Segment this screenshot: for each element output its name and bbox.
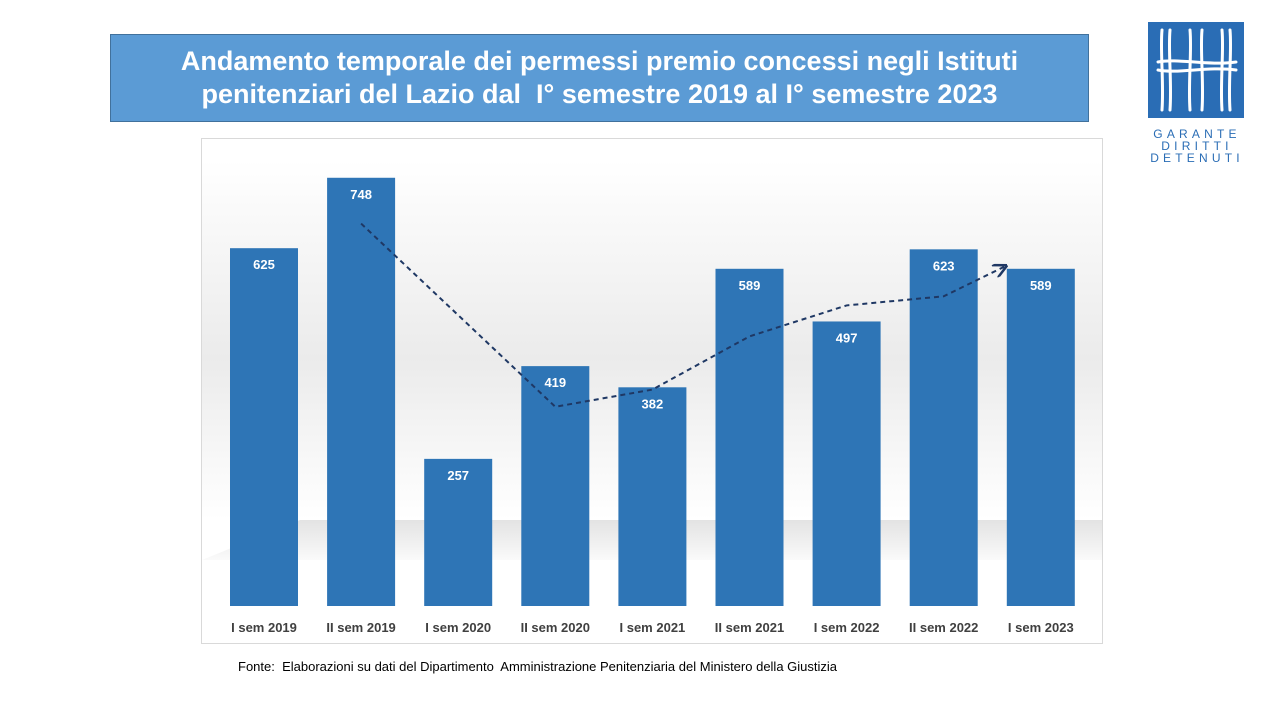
data-label-2: 257 — [447, 468, 469, 483]
bar-8 — [1006, 268, 1075, 606]
bar-5 — [715, 268, 784, 606]
logo-text-detenuti: DETENUTI — [1150, 151, 1244, 165]
bar-0 — [230, 248, 298, 606]
category-label-1: II sem 2019 — [326, 620, 395, 635]
data-label-4: 382 — [642, 396, 664, 411]
category-label-0: I sem 2019 — [231, 620, 297, 635]
bar-2 — [424, 458, 493, 606]
category-label-4: I sem 2021 — [620, 620, 686, 635]
data-label-8: 589 — [1030, 278, 1052, 293]
logo-text-garante: GARANTE — [1153, 127, 1241, 141]
chart-title-line-2: penitenziari del Lazio dal I° semestre 2… — [201, 79, 998, 109]
chart-title-line-1: Andamento temporale dei permessi premio … — [180, 46, 1019, 76]
bar-6 — [812, 321, 881, 606]
bar-1 — [327, 177, 396, 606]
category-label-7: II sem 2022 — [909, 620, 978, 635]
category-label-5: II sem 2021 — [715, 620, 784, 635]
bar-7 — [909, 249, 978, 606]
data-label-1: 748 — [350, 187, 372, 202]
garante-logo: GARANTE DIRITTI DETENUTI — [1144, 22, 1248, 167]
data-label-0: 625 — [253, 257, 275, 272]
logo-text-diritti: DIRITTI — [1161, 139, 1233, 153]
data-label-5: 589 — [739, 278, 761, 293]
category-label-6: I sem 2022 — [814, 620, 880, 635]
category-label-8: I sem 2023 — [1008, 620, 1074, 635]
bar-4 — [618, 387, 687, 606]
source-note: Fonte: Elaborazioni su dati del Dipartim… — [238, 659, 838, 674]
category-label-2: I sem 2020 — [425, 620, 491, 635]
category-label-3: II sem 2020 — [521, 620, 590, 635]
logo-emblem-icon — [1156, 28, 1238, 112]
data-label-3: 419 — [544, 375, 566, 390]
logo-emblem — [1148, 22, 1244, 118]
data-label-6: 497 — [836, 330, 858, 345]
trend-line — [360, 222, 1005, 408]
bar-3 — [521, 366, 590, 606]
chart-title-banner: Andamento temporale dei permessi premio … — [110, 34, 1089, 122]
data-label-7: 623 — [933, 258, 955, 273]
